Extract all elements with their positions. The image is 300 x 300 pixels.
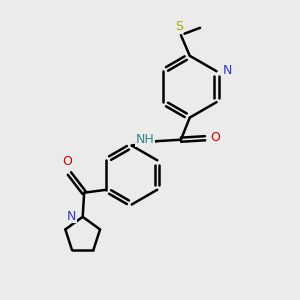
Text: O: O bbox=[210, 131, 220, 144]
Text: N: N bbox=[223, 64, 232, 77]
Text: N: N bbox=[67, 210, 76, 223]
Text: S: S bbox=[176, 20, 183, 33]
Text: O: O bbox=[62, 155, 72, 168]
Text: NH: NH bbox=[136, 133, 154, 146]
